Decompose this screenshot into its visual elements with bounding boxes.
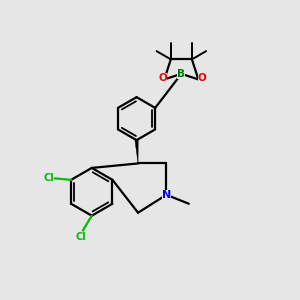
Text: B: B [177, 69, 185, 79]
Text: O: O [198, 73, 206, 83]
Polygon shape [135, 140, 138, 164]
Text: O: O [158, 73, 167, 83]
Text: Cl: Cl [76, 232, 87, 242]
Text: N: N [162, 190, 171, 200]
Text: Cl: Cl [43, 173, 54, 183]
